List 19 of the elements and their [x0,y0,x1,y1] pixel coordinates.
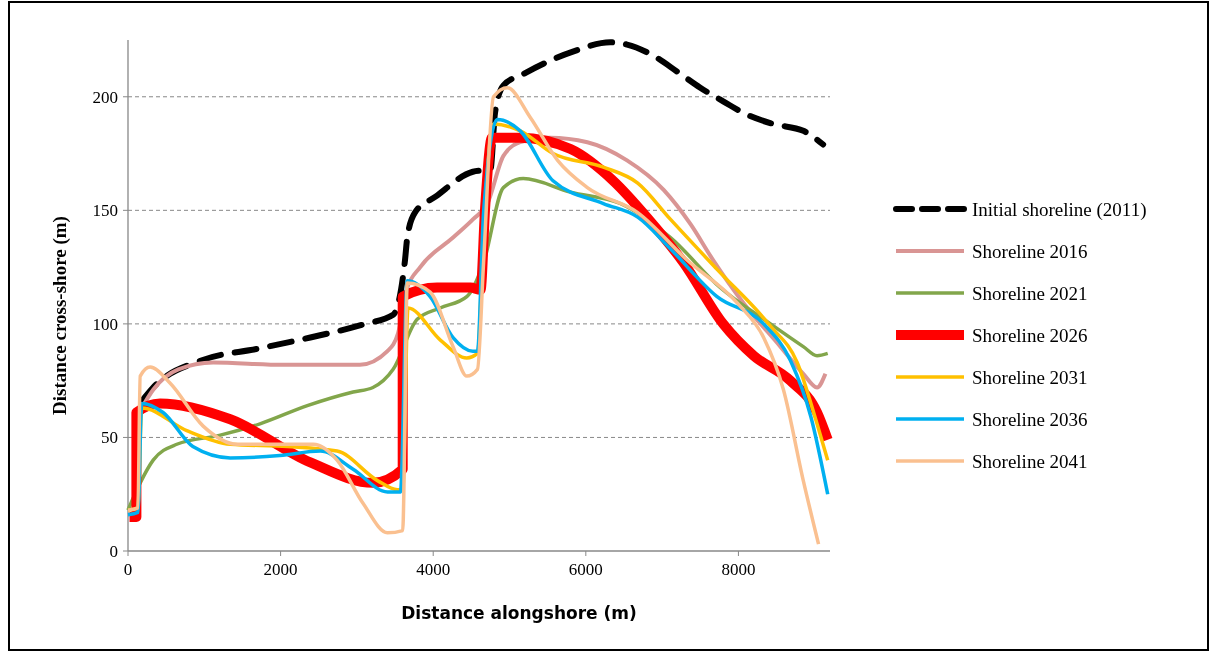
legend-label: Shoreline 2036 [972,408,1088,430]
legend-label: Shoreline 2031 [972,366,1088,388]
legend-label: Shoreline 2041 [972,450,1088,472]
legend-label: Shoreline 2026 [972,324,1088,346]
x-tick-label: 2000 [263,560,298,579]
x-tick-label: 8000 [721,560,756,579]
y-tick-label: 0 [109,541,118,561]
legend-label: Initial shoreline (2011) [972,198,1147,221]
legend-label: Shoreline 2021 [972,282,1088,304]
y-tick-label: 200 [92,87,118,107]
y-tick-label: 50 [101,428,118,448]
y-axis-title: Distance cross-shore (m) [49,216,71,415]
x-tick-label: 0 [123,560,133,579]
x-axis-title: Distance alongshore (m) [401,603,637,623]
x-tick-label: 4000 [416,560,451,579]
legend-label: Shoreline 2016 [972,240,1088,262]
y-tick-label: 100 [92,314,118,334]
x-tick-label: 6000 [568,560,603,579]
y-tick-label: 150 [92,201,118,221]
